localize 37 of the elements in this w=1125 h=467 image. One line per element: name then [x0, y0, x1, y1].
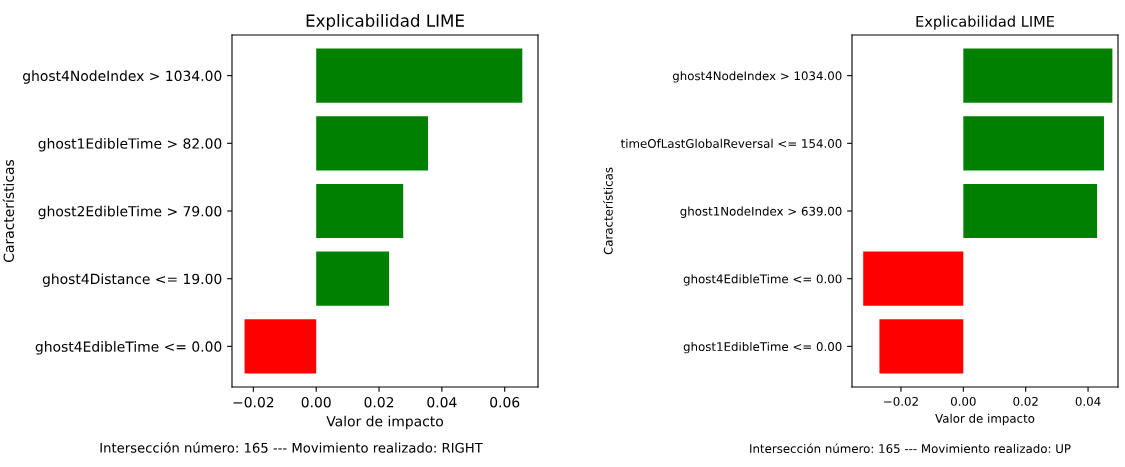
x-tick-label: 0.00	[950, 396, 976, 406]
y-axis-title: Características	[603, 167, 613, 255]
y-tick-label: ghost4NodeIndex > 1034.00	[672, 71, 842, 83]
x-tick-label: −0.02	[233, 396, 274, 408]
y-tick-label: ghost1EdibleTime <= 0.00	[683, 341, 842, 354]
bar	[963, 183, 1098, 239]
bar	[316, 183, 404, 239]
x-axis-title: Valor de impacto	[935, 413, 1035, 426]
chart-title: Explicabilidad LIME	[916, 15, 1054, 30]
x-tick-label: 0.04	[1075, 396, 1101, 406]
bar	[863, 251, 964, 306]
y-tick-label: ghost4EdibleTime <= 0.00	[35, 341, 222, 355]
chart-title: Explicabilidad LIME	[306, 14, 464, 31]
bar	[963, 48, 1113, 103]
bar	[316, 251, 390, 306]
y-tick-label: ghost4EdibleTime <= 0.00	[683, 274, 842, 286]
x-tick-label: −0.02	[884, 396, 918, 406]
x-tick-label: 0.02	[1013, 396, 1038, 406]
x-tick-label: 0.00	[301, 396, 331, 408]
x-tick-label: 0.06	[490, 396, 520, 408]
y-tick-label: timeOfLastGlobalReversal <= 154.00	[620, 138, 842, 148]
y-tick-label: ghost4NodeIndex > 1034.00	[23, 70, 222, 84]
bar	[244, 319, 317, 374]
y-tick-label: ghost1NodeIndex > 639.00	[680, 206, 842, 218]
y-tick-label: ghost1EdibleTime > 82.00	[38, 138, 222, 152]
y-axis-title: Características	[2, 159, 14, 262]
bar	[316, 116, 429, 171]
x-axis-title: Valor de impacto	[326, 415, 443, 430]
x-tick-label: 0.02	[364, 396, 394, 408]
bar	[316, 48, 523, 103]
x-tick-label: 0.04	[427, 396, 457, 408]
text: Intersección número: 165 --- Movimiento realizado: RIGHT	[100, 442, 483, 453]
text: Intersección número: 165 --- Movimiento realizado: UP	[750, 443, 1071, 454]
y-tick-label: ghost2EdibleTime > 79.00	[38, 205, 222, 220]
bar	[879, 319, 964, 374]
bar	[963, 116, 1104, 171]
y-tick-label: ghost4Distance <= 19.00	[42, 273, 222, 287]
